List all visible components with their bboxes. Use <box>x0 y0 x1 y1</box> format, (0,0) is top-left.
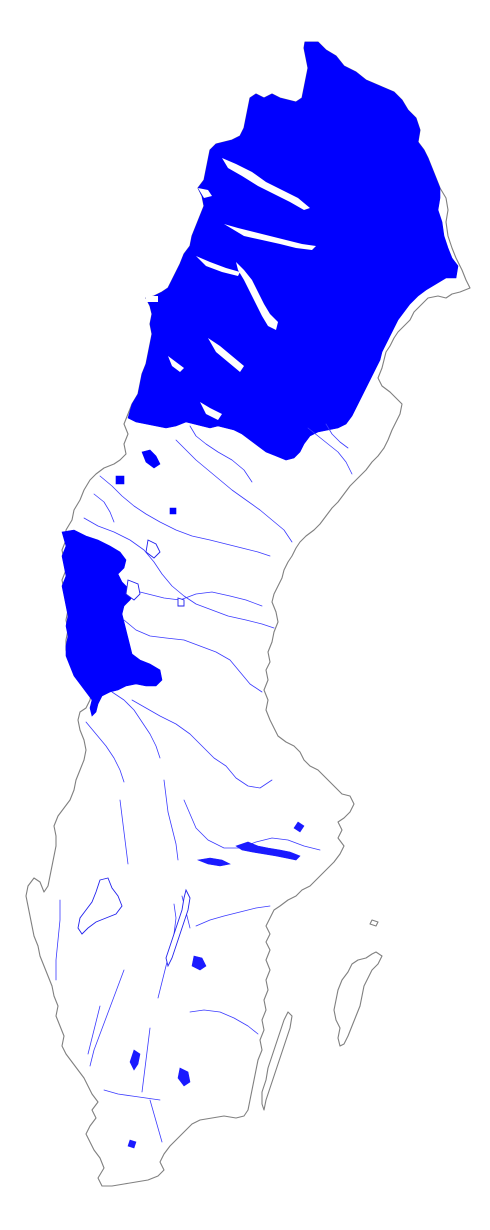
faro-island <box>369 919 379 927</box>
lake-asnen <box>177 1067 191 1087</box>
lake-bolmen <box>129 1049 141 1071</box>
western-mountain-region <box>61 529 163 717</box>
lake-hornavan <box>236 262 278 330</box>
lake-torne <box>222 158 310 210</box>
lake-hjalmaren <box>196 857 231 867</box>
lake-storsjon <box>145 539 161 559</box>
lake-vattern <box>165 888 191 968</box>
gotland-island <box>333 951 383 1047</box>
lake-small-1 <box>198 188 212 198</box>
lake-storavan <box>196 256 240 276</box>
lake-storuman <box>168 356 184 372</box>
small-patch-1 <box>141 449 161 469</box>
lake-small-3 <box>177 597 185 607</box>
lake-malaren <box>235 841 301 861</box>
small-patch-2 <box>115 475 125 485</box>
lake-small-2 <box>146 296 158 302</box>
lake-uddjaur <box>208 338 244 372</box>
lake-roxen <box>293 821 305 833</box>
oland-island <box>261 1011 293 1111</box>
lake-vanern <box>77 877 123 935</box>
southern-lakes <box>77 539 305 1149</box>
lake-ringsjon <box>127 1139 137 1149</box>
river-network <box>55 423 353 1143</box>
lake-sommen <box>191 955 207 971</box>
lake-vojmsjon <box>200 402 222 420</box>
lake-akkajaure <box>224 224 316 250</box>
small-patch-3 <box>169 507 177 515</box>
northern-region <box>127 41 459 461</box>
lake-siljan <box>125 579 141 601</box>
